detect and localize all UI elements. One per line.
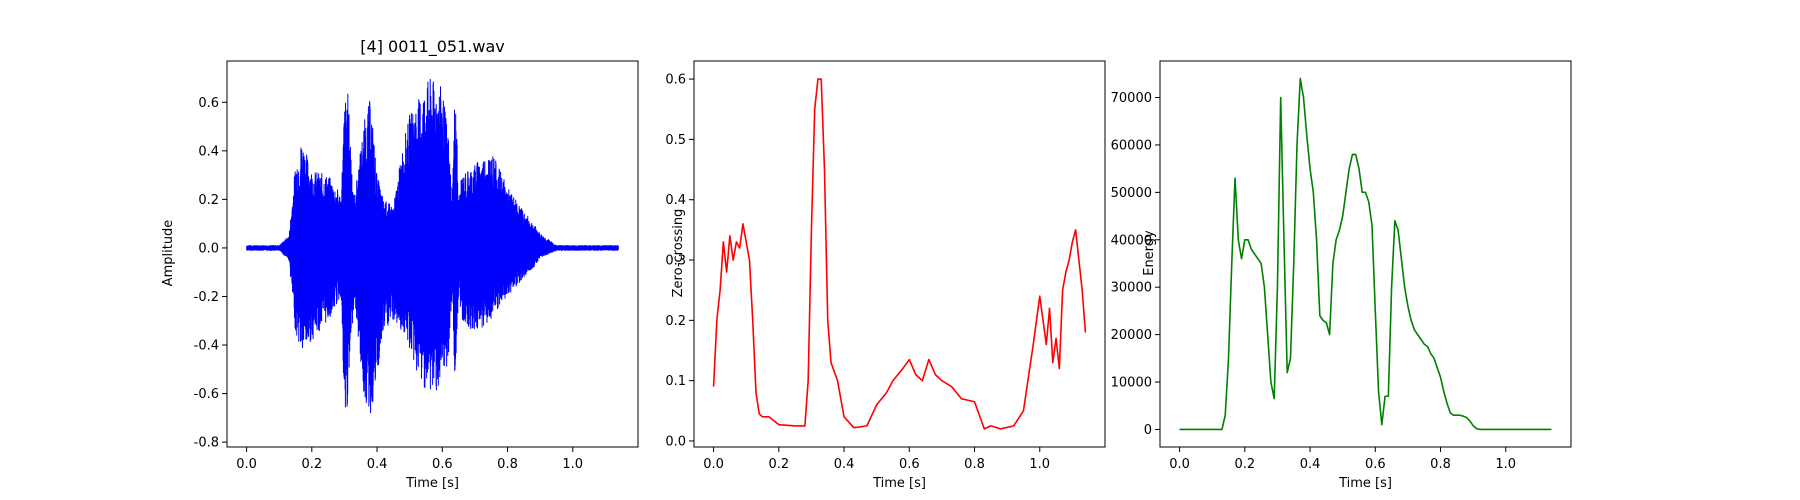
zero-crossing-ytick-label: 0.5 xyxy=(665,133,686,148)
energy-ytick-label: 60000 xyxy=(1111,138,1152,153)
waveform-ytick-label: -0.6 xyxy=(194,387,219,402)
waveform-axes-frame xyxy=(226,60,639,448)
energy-ytick-label: 50000 xyxy=(1111,186,1152,201)
energy-ytick-label: 0 xyxy=(1144,423,1152,438)
waveform-xlabel: Time [s] xyxy=(405,476,459,491)
zero-crossing-ytick-label: 0.1 xyxy=(665,374,686,389)
zero-crossing-ytick-label: 0.3 xyxy=(665,254,686,269)
zero-crossing-axes-frame xyxy=(693,60,1106,448)
zero-crossing-ylabel: Zero-crossing xyxy=(671,209,686,298)
zero-crossing-xtick-label: 0.2 xyxy=(768,457,789,472)
waveform-xtick-label: 0.6 xyxy=(432,457,453,472)
zero-crossing-xlabel: Time [s] xyxy=(872,476,926,491)
zero-crossing-ytick-label: 0.6 xyxy=(665,73,686,88)
energy-ylabel: Energy xyxy=(1142,230,1157,276)
energy-xlabel: Time [s] xyxy=(1338,476,1392,491)
energy-xtick-label: 0.8 xyxy=(1430,457,1451,472)
zero-crossing-xtick-label: 0.6 xyxy=(899,457,920,472)
waveform-ytick-label: -0.8 xyxy=(194,436,219,451)
energy-xtick-label: 0.6 xyxy=(1365,457,1386,472)
zero-crossing-xtick-label: 0.0 xyxy=(703,457,724,472)
waveform-ytick-label: -0.2 xyxy=(194,290,219,305)
zero-crossing-xtick-label: 0.8 xyxy=(964,457,985,472)
zero-crossing-xtick-label: 0.4 xyxy=(834,457,855,472)
energy-ytick-label: 10000 xyxy=(1111,376,1152,391)
waveform-xtick-label: 0.0 xyxy=(236,457,257,472)
energy-xtick-label: 1.0 xyxy=(1495,457,1516,472)
zero-crossing-ytick-label: 0.0 xyxy=(665,434,686,449)
waveform-xtick-label: 0.4 xyxy=(367,457,388,472)
waveform-series-line xyxy=(246,78,619,414)
energy-ytick-label: 40000 xyxy=(1111,233,1152,248)
waveform-xtick-label: 0.2 xyxy=(301,457,322,472)
waveform-ytick-label: 0.6 xyxy=(198,96,219,111)
zero-crossing-ytick-label: 0.2 xyxy=(665,314,686,329)
energy-xtick-label: 0.2 xyxy=(1234,457,1255,472)
energy-xtick-label: 0.4 xyxy=(1300,457,1321,472)
waveform-ytick-label: 0.2 xyxy=(198,193,219,208)
waveform-panel: [4] 0011_051.wav Amplitude Time [s] 0.0 0… xyxy=(161,37,639,491)
energy-series-line xyxy=(1179,77,1552,431)
waveform-xtick-label: 1.0 xyxy=(562,457,583,472)
zero-crossing-panel: Zero-crossing Time [s] 0.0 0.2 0.4 0.6 0.8 1.… xyxy=(665,60,1106,491)
zero-crossing-ytick-label: 0.4 xyxy=(665,193,686,208)
zero-crossing-xtick-label: 1.0 xyxy=(1029,457,1050,472)
zero-crossing-series-line xyxy=(712,78,1087,430)
energy-ytick-label: 20000 xyxy=(1111,328,1152,343)
energy-ytick-label: 30000 xyxy=(1111,281,1152,296)
waveform-xtick-label: 0.8 xyxy=(497,457,518,472)
waveform-ytick-label: -0.4 xyxy=(194,339,219,354)
waveform-ylabel: Amplitude xyxy=(161,220,176,287)
energy-ytick-label: 70000 xyxy=(1111,91,1152,106)
waveform-ytick-label: 0.0 xyxy=(198,241,219,256)
waveform-ytick-label: 0.4 xyxy=(198,144,219,159)
waveform-title: [4] 0011_051.wav xyxy=(360,37,504,57)
energy-panel: Energy Time [s] 0.0 0.2 0.4 0.6 0.8 1.0 0 10000… xyxy=(1111,60,1572,491)
energy-xtick-label: 0.0 xyxy=(1169,457,1190,472)
energy-axes-frame xyxy=(1159,60,1572,448)
